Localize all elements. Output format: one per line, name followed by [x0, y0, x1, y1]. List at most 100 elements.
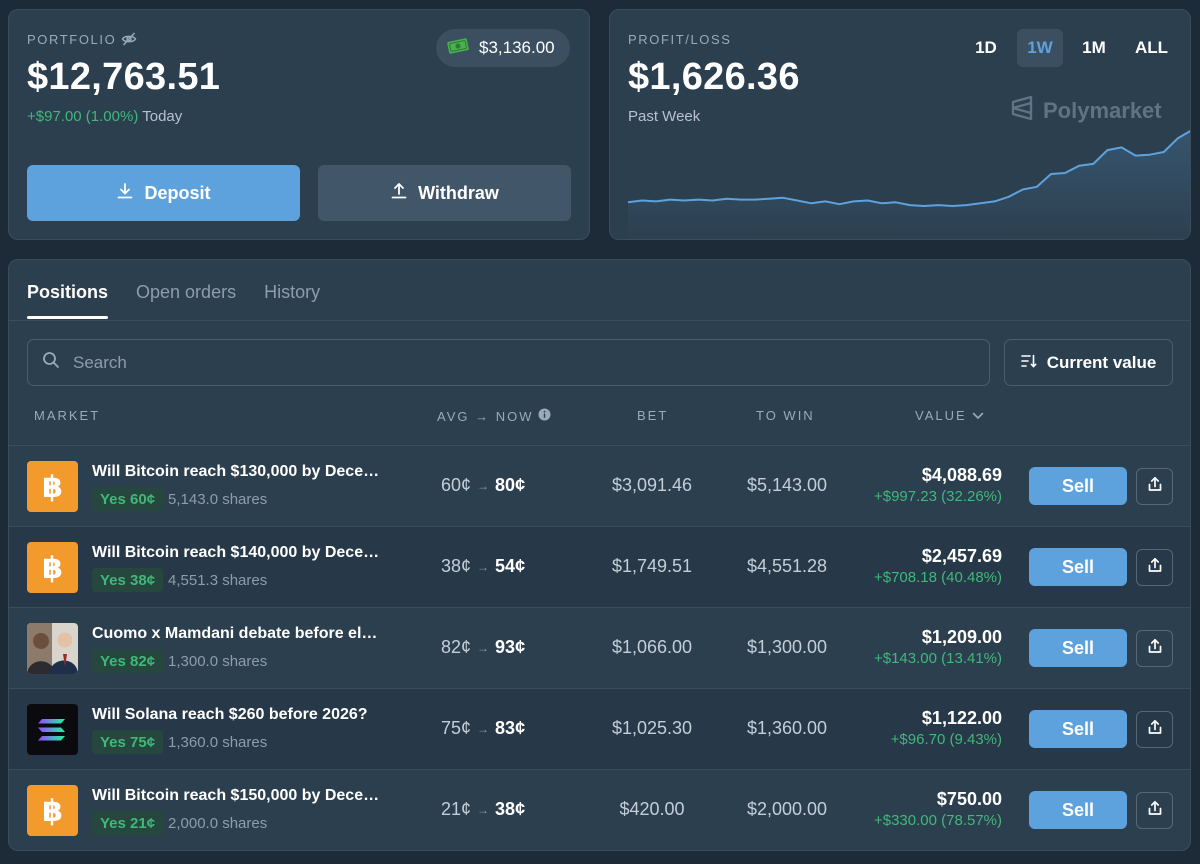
sell-button[interactable]: Sell	[1029, 629, 1127, 667]
share-button[interactable]	[1136, 630, 1173, 667]
share-icon	[1147, 557, 1163, 578]
avg-price: 82¢	[441, 637, 472, 657]
tab-open-orders[interactable]: Open orders	[136, 282, 237, 302]
download-icon	[116, 182, 134, 205]
arrow-right-icon: →	[477, 721, 490, 736]
position-gain: +$997.23 (32.26%)	[873, 488, 1002, 505]
portfolio-card: PORTFOLIO $12,763.51 $3,136.00 +$97.00 (…	[8, 9, 590, 240]
shares-count: 1,300.0 shares	[168, 653, 268, 670]
position-value: $2,457.69	[921, 546, 1002, 566]
arrow-right-icon: →	[477, 640, 490, 655]
outcome-badge: Yes 21¢	[92, 811, 164, 835]
tabs-divider	[9, 320, 1190, 321]
tab-history[interactable]: History	[264, 282, 321, 302]
polymarket-brand-text: Polymarket	[1043, 98, 1162, 123]
range-1d[interactable]: 1D	[975, 38, 997, 57]
shares-count: 4,551.3 shares	[168, 572, 268, 589]
column-avg-now-label: AVG → NOW	[437, 408, 534, 424]
sell-button[interactable]: Sell	[1029, 791, 1127, 829]
to-win-amount: $2,000.00	[746, 799, 828, 819]
to-win-amount: $1,360.00	[746, 718, 828, 738]
portfolio-label: PORTFOLIO	[27, 32, 117, 47]
chevron-down-icon	[972, 408, 984, 423]
cash-icon	[446, 37, 470, 59]
bet-amount: $3,091.46	[611, 475, 693, 495]
range-1w[interactable]: 1W	[1016, 29, 1063, 67]
range-1m[interactable]: 1M	[1082, 38, 1106, 57]
value-cell: $2,457.69 +$708.18 (40.48%)	[874, 546, 1002, 586]
position-row[interactable]: Cuomo x Mamdani debate before el… Yes 82¢…	[9, 608, 1190, 689]
share-button[interactable]	[1136, 549, 1173, 586]
column-market: MARKET	[34, 408, 101, 423]
value-cell: $4,088.69 +$997.23 (32.26%)	[874, 465, 1002, 505]
outcome-badge: Yes 75¢	[92, 730, 164, 754]
position-row[interactable]: ฿ Will Bitcoin reach $140,000 by Dece… Yes…	[9, 527, 1190, 608]
pnl-area-fill	[628, 131, 1190, 239]
pnl-label: PROFIT/LOSS	[628, 32, 732, 47]
avg-price: 21¢	[441, 799, 472, 819]
search-field[interactable]	[27, 339, 990, 386]
sell-button[interactable]: Sell	[1029, 467, 1127, 505]
market-title[interactable]: Will Bitcoin reach $130,000 by Dece…	[92, 463, 380, 480]
solana-icon	[27, 704, 78, 755]
share-button[interactable]	[1136, 711, 1173, 748]
market-title[interactable]: Cuomo x Mamdani debate before el…	[92, 625, 378, 642]
range-selector: 1D 1W 1M ALL	[963, 29, 1178, 67]
current-price: 54¢	[495, 556, 526, 576]
current-price: 38¢	[495, 799, 526, 819]
avg-price: 38¢	[441, 556, 472, 576]
search-input[interactable]	[73, 352, 933, 373]
to-win-amount: $4,551.28	[746, 556, 828, 576]
pnl-chart	[627, 130, 1190, 239]
market-title[interactable]: Will Bitcoin reach $140,000 by Dece…	[92, 544, 380, 561]
range-all[interactable]: ALL	[1134, 38, 1168, 57]
position-row[interactable]: ฿ Will Bitcoin reach $130,000 by Dece… Yes…	[9, 446, 1190, 527]
arrow-right-icon: →	[477, 802, 490, 817]
position-gain: +$330.00 (78.57%)	[873, 812, 1002, 829]
position-gain: +$143.00 (13.41%)	[873, 650, 1002, 667]
svg-text:฿: ฿	[42, 551, 63, 586]
bitcoin-icon: ฿	[27, 542, 78, 593]
current-price: 93¢	[495, 637, 526, 657]
market-title[interactable]: Will Solana reach $260 before 2026?	[92, 706, 368, 723]
pnl-line	[627, 130, 1190, 207]
share-icon	[1147, 476, 1163, 497]
column-value[interactable]: VALUE	[915, 408, 984, 423]
sell-button[interactable]: Sell	[1029, 710, 1127, 748]
eye-slash-icon[interactable]	[121, 31, 137, 52]
bitcoin-icon: ฿	[27, 785, 78, 836]
sort-button[interactable]: Current value	[1004, 339, 1173, 386]
polymarket-watermark: Polymarket	[1010, 95, 1162, 127]
share-button[interactable]	[1136, 468, 1173, 505]
withdraw-button[interactable]: Withdraw	[318, 165, 571, 221]
position-row[interactable]: ฿ Will Bitcoin reach $150,000 by Dece… Yes…	[9, 770, 1190, 850]
column-to-win: TO WIN	[756, 408, 815, 423]
column-value-label: VALUE	[915, 408, 967, 423]
position-value: $4,088.69	[921, 465, 1002, 485]
avg-now-cell: 60¢ → 80¢	[441, 475, 561, 496]
avg-now-cell: 21¢ → 38¢	[441, 799, 561, 820]
market-title[interactable]: Will Bitcoin reach $150,000 by Dece…	[92, 787, 380, 804]
sort-icon	[1020, 353, 1037, 373]
portfolio-value: $12,763.51	[27, 56, 221, 98]
position-row[interactable]: Will Solana reach $260 before 2026? Yes 7…	[9, 689, 1190, 770]
shares-count: 1,360.0 shares	[168, 734, 268, 751]
deposit-button[interactable]: Deposit	[27, 165, 300, 221]
share-button[interactable]	[1136, 792, 1173, 829]
arrow-right-icon: →	[477, 478, 490, 493]
info-icon[interactable]	[538, 408, 551, 424]
current-price: 83¢	[495, 718, 526, 738]
shares-count: 5,143.0 shares	[168, 491, 268, 508]
to-win-amount: $5,143.00	[746, 475, 828, 495]
cash-balance-pill[interactable]: $3,136.00	[436, 29, 570, 67]
current-price: 80¢	[495, 475, 526, 495]
outcome-badge: Yes 38¢	[92, 568, 164, 592]
shares-count: 2,000.0 shares	[168, 815, 268, 832]
bitcoin-icon: ฿	[27, 461, 78, 512]
arrow-right-icon: →	[477, 559, 490, 574]
tab-positions[interactable]: Positions	[27, 282, 109, 319]
bet-amount: $420.00	[619, 799, 685, 819]
outcome-badge: Yes 60¢	[92, 487, 164, 511]
avg-price: 60¢	[441, 475, 472, 495]
sell-button[interactable]: Sell	[1029, 548, 1127, 586]
